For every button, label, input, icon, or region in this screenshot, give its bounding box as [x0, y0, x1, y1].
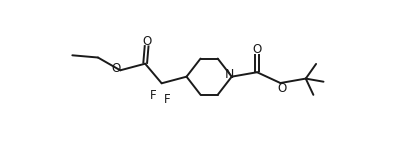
Text: O: O — [252, 43, 262, 56]
Text: O: O — [277, 82, 286, 94]
Text: O: O — [142, 35, 151, 48]
Text: F: F — [164, 93, 171, 106]
Text: F: F — [149, 89, 156, 102]
Text: N: N — [225, 68, 234, 81]
Text: O: O — [111, 62, 120, 75]
